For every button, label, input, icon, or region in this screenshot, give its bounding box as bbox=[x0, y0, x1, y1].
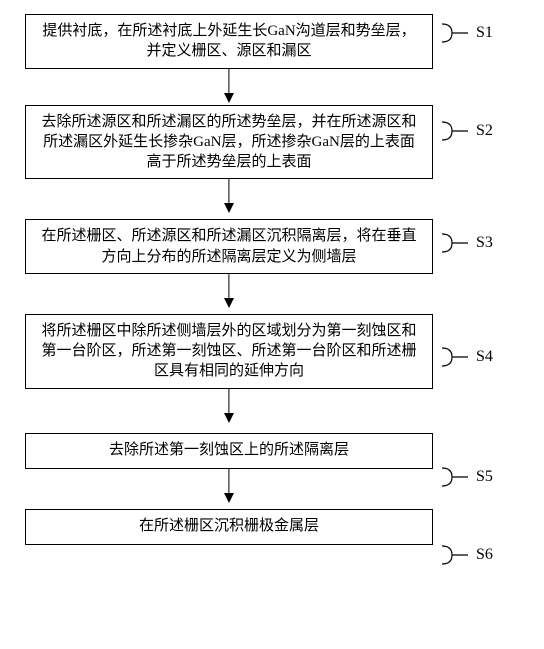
step-id: S3 bbox=[476, 234, 493, 252]
step-box-s3: 在所述栅区、所述源区和所述漏区沉积隔离层，将在垂直方向上分布的所述隔离层定义为侧… bbox=[25, 219, 433, 274]
step-text: 将所述栅区中除所述侧墙层外的区域划分为第一刻蚀区和第一台阶区，所述第一刻蚀区、所… bbox=[40, 321, 418, 382]
step-label-s3: S3 bbox=[440, 232, 493, 254]
brace-icon bbox=[440, 544, 470, 566]
flowchart-column: 提供衬底，在所述衬底上外延生长GaN沟道层和势垒层，并定义栅区、源区和漏区 去除… bbox=[24, 14, 434, 545]
step-label-s2: S2 bbox=[440, 120, 493, 142]
step-label-s6: S6 bbox=[440, 544, 493, 566]
brace-icon bbox=[440, 346, 470, 368]
step-label-s5: S5 bbox=[440, 466, 493, 488]
step-text: 在所述栅区、所述源区和所述漏区沉积隔离层，将在垂直方向上分布的所述隔离层定义为侧… bbox=[40, 226, 418, 267]
step-box-s2: 去除所述源区和所述漏区的所述势垒层，并在所述源区和所述漏区外延生长掺杂GaN层，… bbox=[25, 105, 433, 180]
brace-icon bbox=[440, 22, 470, 44]
step-label-s4: S4 bbox=[440, 346, 493, 368]
step-box-s5: 去除所述第一刻蚀区上的所述隔离层 bbox=[25, 433, 433, 469]
step-text: 提供衬底，在所述衬底上外延生长GaN沟道层和势垒层，并定义栅区、源区和漏区 bbox=[40, 21, 418, 62]
step-text: 去除所述源区和所述漏区的所述势垒层，并在所述源区和所述漏区外延生长掺杂GaN层，… bbox=[40, 112, 418, 173]
brace-icon bbox=[440, 120, 470, 142]
step-id: S6 bbox=[476, 546, 493, 564]
step-label-s1: S1 bbox=[440, 22, 493, 44]
brace-icon bbox=[440, 232, 470, 254]
step-id: S4 bbox=[476, 348, 493, 366]
step-box-s4: 将所述栅区中除所述侧墙层外的区域划分为第一刻蚀区和第一台阶区，所述第一刻蚀区、所… bbox=[25, 314, 433, 389]
step-box-s6: 在所述栅区沉积栅极金属层 bbox=[25, 509, 433, 545]
step-id: S1 bbox=[476, 24, 493, 42]
step-text: 在所述栅区沉积栅极金属层 bbox=[139, 516, 319, 536]
step-box-s1: 提供衬底，在所述衬底上外延生长GaN沟道层和势垒层，并定义栅区、源区和漏区 bbox=[25, 14, 433, 69]
step-text: 去除所述第一刻蚀区上的所述隔离层 bbox=[109, 440, 349, 460]
step-id: S2 bbox=[476, 122, 493, 140]
step-id: S5 bbox=[476, 468, 493, 486]
brace-icon bbox=[440, 466, 470, 488]
label-rail: S1 S2 S3 S4 S5 S6 bbox=[440, 0, 540, 649]
